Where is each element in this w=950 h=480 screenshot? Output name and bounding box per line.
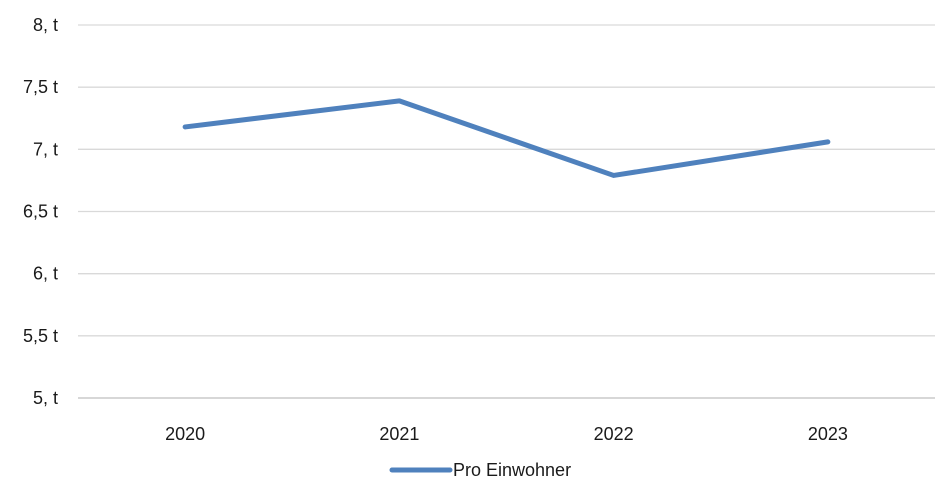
- y-tick-label: 7, t: [33, 139, 58, 159]
- y-tick-label: 6, t: [33, 264, 58, 284]
- legend: Pro Einwohner: [389, 460, 571, 480]
- series-lines: [182, 98, 831, 178]
- x-tick-label: 2023: [808, 424, 848, 444]
- y-tick-label: 7,5 t: [23, 77, 58, 97]
- legend-label-pro-einwohner: Pro Einwohner: [453, 460, 571, 480]
- y-axis-tick-labels: 5, t 5,5 t 6, t 6,5 t 7, t 7,5 t 8, t: [23, 15, 58, 408]
- x-axis-tick-labels: 2020 2021 2022 2023: [165, 424, 848, 444]
- x-tick-label: 2020: [165, 424, 205, 444]
- y-tick-label: 6,5 t: [23, 202, 58, 222]
- y-tick-label: 5,5 t: [23, 326, 58, 346]
- series-line-pro-einwohner: [182, 98, 831, 178]
- gridlines: [78, 24, 935, 399]
- y-tick-label: 5, t: [33, 388, 58, 408]
- x-tick-label: 2022: [594, 424, 634, 444]
- y-tick-label: 8, t: [33, 15, 58, 35]
- x-tick-label: 2021: [379, 424, 419, 444]
